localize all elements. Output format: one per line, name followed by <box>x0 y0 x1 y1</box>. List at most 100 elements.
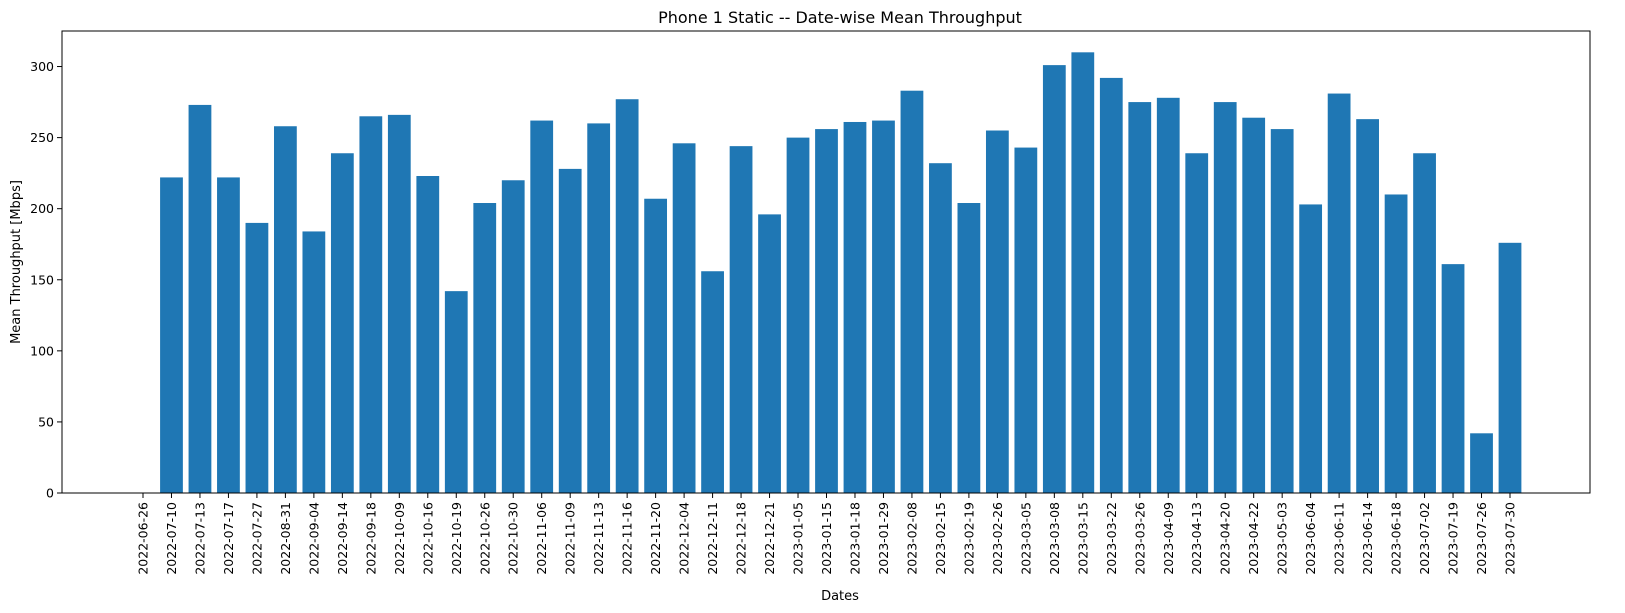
x-tick-label: 2022-11-13 <box>591 502 606 575</box>
bar-2023-07-30 <box>1498 242 1522 493</box>
y-tick-label: 100 <box>30 343 54 358</box>
bar-2023-02-26 <box>985 130 1009 493</box>
bar-2022-12-11 <box>701 271 724 493</box>
bar-2022-10-19 <box>444 291 468 493</box>
chart-title: Phone 1 Static -- Date-wise Mean Through… <box>658 8 1022 27</box>
bar-2022-07-13 <box>188 104 212 494</box>
bar-2023-03-22 <box>1099 77 1123 493</box>
bar-2023-03-15 <box>1071 52 1095 493</box>
bar-2022-09-14 <box>330 153 354 493</box>
x-tick-label: 2022-07-10 <box>164 502 179 575</box>
bar-2023-03-08 <box>1042 65 1066 494</box>
y-tick-label: 150 <box>30 272 54 287</box>
bar-2023-05-03 <box>1270 129 1294 493</box>
x-tick-label: 2023-07-02 <box>1417 502 1432 575</box>
bar-2023-07-02 <box>1413 153 1436 493</box>
bar-2022-10-09 <box>387 114 411 494</box>
y-tick-label: 300 <box>30 59 54 74</box>
bar-2023-01-15 <box>815 129 838 493</box>
x-tick-label: 2022-09-14 <box>335 502 350 575</box>
bar-2023-04-22 <box>1242 117 1266 494</box>
bar-2023-06-04 <box>1299 204 1323 493</box>
bar-2022-08-31 <box>274 126 297 494</box>
bar-2023-02-15 <box>929 163 952 493</box>
x-tick-label: 2023-03-05 <box>1018 502 1033 575</box>
x-tick-label: 2022-11-16 <box>620 502 635 575</box>
x-tick-label: 2022-10-30 <box>506 502 521 575</box>
bar-2023-03-26 <box>1128 102 1152 493</box>
bar-2022-11-06 <box>530 120 554 493</box>
x-tick-label: 2022-10-16 <box>420 502 435 575</box>
x-tick-label: 2022-11-09 <box>563 502 578 575</box>
x-tick-label: 2023-07-30 <box>1503 502 1518 575</box>
x-tick-label: 2022-10-09 <box>392 502 407 575</box>
x-tick-label: 2022-07-13 <box>192 502 207 575</box>
bar-2023-04-09 <box>1156 97 1180 493</box>
x-tick-label: 2022-09-04 <box>306 502 321 575</box>
bar-2022-09-18 <box>359 116 383 493</box>
bar-2022-12-21 <box>758 214 781 493</box>
bar-2023-06-14 <box>1356 119 1379 493</box>
x-tick-label: 2023-02-19 <box>961 502 976 575</box>
bar-2023-06-11 <box>1327 93 1351 494</box>
x-tick-label: 2022-07-27 <box>249 502 264 575</box>
bar-2023-06-18 <box>1384 194 1408 494</box>
x-tick-label: 2023-05-03 <box>1275 502 1290 575</box>
x-tick-label: 2022-12-18 <box>734 502 749 575</box>
x-tick-label: 2022-11-06 <box>534 502 549 575</box>
x-tick-label: 2022-12-04 <box>677 502 692 575</box>
x-tick-label: 2023-07-26 <box>1474 502 1489 575</box>
y-tick-label: 250 <box>30 130 54 145</box>
bar-2023-04-20 <box>1213 102 1237 493</box>
bar-2023-03-05 <box>1014 147 1038 493</box>
bar-2022-11-13 <box>587 123 611 494</box>
x-tick-label: 2023-01-29 <box>876 502 891 575</box>
x-tick-label: 2023-02-08 <box>904 502 919 575</box>
bar-2023-01-18 <box>843 121 867 493</box>
x-tick-label: 2023-03-08 <box>1047 502 1062 575</box>
bar-2022-11-09 <box>558 168 582 493</box>
bar-2023-01-29 <box>872 120 895 493</box>
bar-2022-10-16 <box>416 176 440 493</box>
x-tick-label: 2023-03-26 <box>1132 502 1147 575</box>
x-tick-label: 2023-02-26 <box>990 502 1005 575</box>
x-tick-label: 2022-07-17 <box>221 502 236 575</box>
x-tick-label: 2022-06-26 <box>136 502 151 575</box>
y-tick-label: 0 <box>46 486 54 501</box>
x-axis-label: Dates <box>821 589 859 604</box>
x-tick-label: 2022-12-21 <box>762 502 777 575</box>
x-tick-label: 2023-03-22 <box>1104 502 1119 575</box>
x-tick-label: 2023-06-18 <box>1389 502 1404 575</box>
x-tick-label: 2023-02-15 <box>933 502 948 575</box>
x-tick-label: 2022-11-20 <box>648 502 663 575</box>
y-axis-label: Mean Throughput [Mbps] <box>9 180 24 344</box>
y-axis: 0 50 100 150 200 250 300 <box>30 59 62 501</box>
bar-2022-12-04 <box>672 143 696 494</box>
x-tick-label: 2023-04-20 <box>1218 502 1233 575</box>
bar-2022-07-27 <box>245 222 269 493</box>
bar-2022-11-20 <box>644 198 668 494</box>
bar-2022-10-30 <box>501 180 525 493</box>
y-tick-label: 50 <box>38 414 54 429</box>
x-tick-label: 2023-01-15 <box>819 502 834 575</box>
bar-2023-07-19 <box>1441 264 1465 493</box>
bar-2023-01-05 <box>786 137 810 493</box>
x-tick-label: 2023-04-13 <box>1189 502 1204 575</box>
bar-2023-07-26 <box>1470 433 1493 493</box>
x-tick-label: 2022-08-31 <box>278 502 293 575</box>
bar-2023-04-13 <box>1185 153 1209 493</box>
bars-group <box>160 52 1522 494</box>
bar-2022-09-04 <box>302 231 326 493</box>
x-tick-label: 2022-10-26 <box>477 502 492 575</box>
bar-2023-02-19 <box>957 203 981 493</box>
x-tick-label: 2022-12-11 <box>705 502 720 575</box>
bar-2022-07-10 <box>160 177 183 494</box>
x-tick-label: 2023-03-15 <box>1075 502 1090 575</box>
x-tick-label: 2022-10-19 <box>449 502 464 575</box>
x-tick-label: 2023-04-09 <box>1161 502 1176 575</box>
x-axis: 2022-06-26 2022-07-10 2022-07-13 2022-07-17… <box>136 493 1518 575</box>
bar-2022-07-17 <box>217 177 240 494</box>
y-tick-label: 200 <box>30 201 54 216</box>
x-tick-label: 2022-09-18 <box>363 502 378 575</box>
